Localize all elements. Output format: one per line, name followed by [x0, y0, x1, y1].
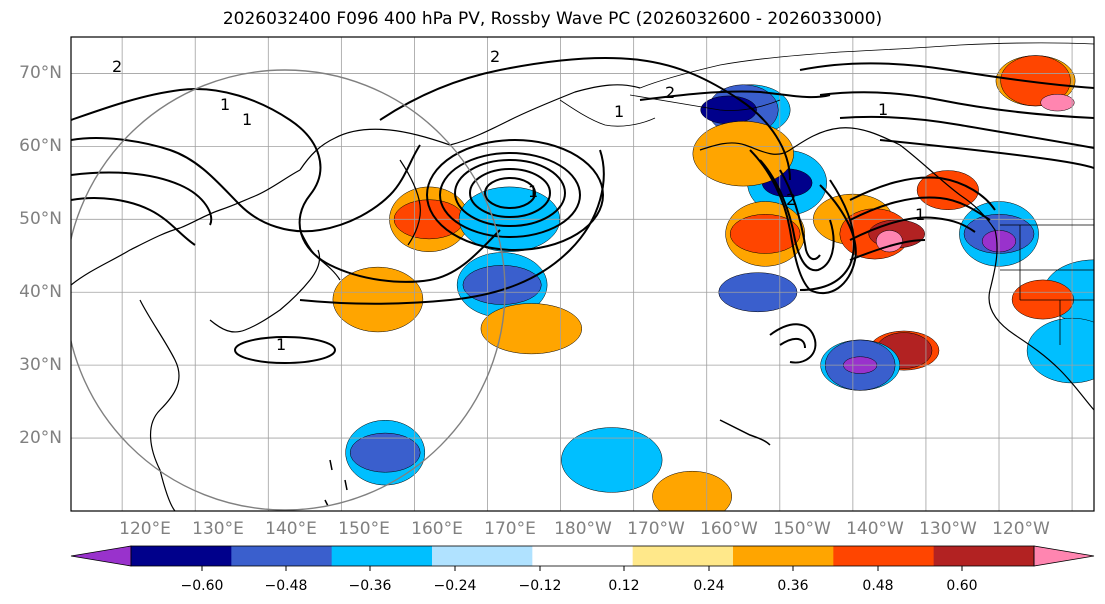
lon-label: 150°W: [773, 519, 831, 539]
pv-anomaly-region: [875, 230, 903, 253]
contour-label: 1: [614, 102, 624, 121]
map-content: 2 2 1 1 1 2 1 1 1 2 1: [71, 37, 1094, 511]
pv-anomaly-region: [1000, 55, 1071, 107]
colorbar: [70, 545, 1095, 571]
lon-label: 170°W: [627, 519, 685, 539]
pv-anomaly-region: [729, 214, 801, 254]
pv-anomaly-region: [1011, 279, 1074, 320]
analysis-circle: [71, 69, 506, 511]
lon-label: 150°E: [338, 519, 390, 539]
lat-label: 30°N: [19, 355, 62, 375]
contour-label: 2: [786, 190, 796, 209]
pv-anomaly-region: [462, 265, 542, 305]
lat-label: 40°N: [19, 282, 62, 302]
pv-contours: [71, 57, 1094, 364]
contour-label: 1: [220, 95, 230, 114]
colorbar-tick-labels: −0.60 −0.48 −0.36 −0.24 −0.12 0.12 0.24 …: [181, 578, 978, 594]
lat-label: 50°N: [19, 209, 62, 229]
colorbar-tick-label: −0.12: [519, 578, 562, 594]
lon-label: 140°E: [265, 519, 317, 539]
lon-label: 140°W: [846, 519, 904, 539]
lat-label: 70°N: [19, 63, 62, 83]
colorbar-extend-max: [1033, 545, 1095, 567]
contour-label: 1: [528, 182, 538, 201]
colorbar-tick-label: 0.48: [862, 578, 893, 594]
lat-label: 20°N: [19, 428, 62, 448]
map-background: [71, 37, 1094, 511]
lon-label: 160°E: [411, 519, 463, 539]
map-border: [70, 36, 1095, 512]
colorbar-segment: [632, 546, 734, 566]
contour-label: 1: [878, 100, 888, 119]
colorbar-segment: [933, 546, 1035, 566]
pv-anomaly-region: [916, 170, 979, 210]
lon-label: 130°W: [919, 519, 977, 539]
contour-label: 2: [665, 83, 675, 102]
pv-anomaly-region: [652, 470, 732, 511]
colorbar-tick-label: −0.60: [181, 578, 224, 594]
colorbar-tick-label: 0.36: [777, 578, 808, 594]
pv-anomaly-region: [561, 427, 663, 493]
colorbar-tick-label: −0.36: [349, 578, 392, 594]
lon-label: 130°E: [192, 519, 244, 539]
colorbar-tick-label: 0.60: [946, 578, 977, 594]
colorbar-segment: [331, 546, 433, 566]
lon-label: 170°E: [484, 519, 536, 539]
colorbar-tick-label: 0.12: [608, 578, 639, 594]
colorbar-segment: [733, 546, 834, 566]
lon-label: 120°E: [119, 519, 171, 539]
latitude-labels: 70°N 60°N 50°N 40°N 30°N 20°N: [19, 63, 62, 448]
colorbar-border: [130, 545, 1035, 567]
contour-label: 2: [490, 47, 500, 66]
contour-label: 1: [242, 110, 252, 129]
coastlines: [71, 42, 1094, 511]
contour-label: 2: [112, 57, 122, 76]
colorbar-segment: [432, 546, 533, 566]
colorbar-segment: [532, 546, 634, 566]
pv-anomaly-region: [1040, 93, 1075, 112]
colorbar-tick-label: 0.24: [693, 578, 724, 594]
colorbar-tick-label: −0.48: [265, 578, 308, 594]
pv-anomaly-region: [332, 266, 424, 333]
lon-label: 160°W: [700, 519, 758, 539]
colorbar-segment: [231, 546, 333, 566]
colorbar-extend-min: [70, 545, 132, 567]
colorbar-tick-label: −0.24: [434, 578, 477, 594]
colorbar-segment: [131, 546, 232, 566]
longitude-labels: 120°E 130°E 140°E 150°E 160°E 170°E 180°…: [119, 519, 1050, 539]
contour-label: 1: [915, 205, 925, 224]
pv-anomaly-region: [480, 303, 582, 355]
lon-label: 180°W: [554, 519, 612, 539]
pv-anomaly-region: [349, 432, 421, 473]
map-title: 2026032400 F096 400 hPa PV, Rossby Wave …: [222, 9, 883, 29]
lat-label: 60°N: [19, 136, 62, 156]
pv-anomaly-region: [700, 95, 757, 125]
lon-label: 120°W: [992, 519, 1050, 539]
contour-labels: 2 2 1 1 1 2 1 1 1 2 1: [112, 47, 925, 354]
contour-label: 1: [276, 335, 286, 354]
colorbar-segment: [833, 546, 935, 566]
